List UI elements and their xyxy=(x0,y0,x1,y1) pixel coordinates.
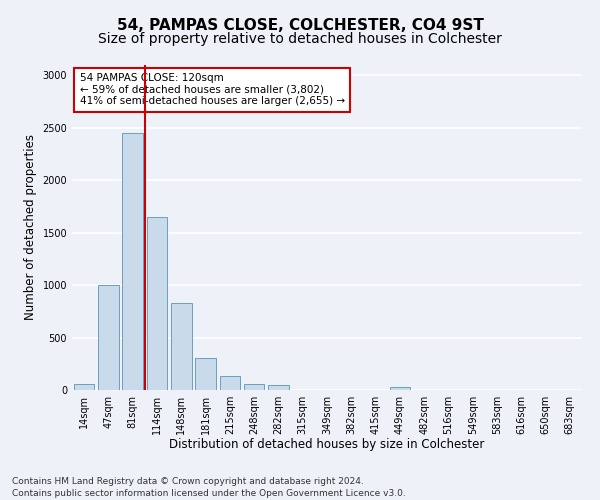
Bar xyxy=(146,217,167,390)
Bar xyxy=(171,303,191,390)
Bar xyxy=(268,386,289,390)
Bar xyxy=(244,384,265,390)
Bar xyxy=(98,285,119,390)
Y-axis label: Number of detached properties: Number of detached properties xyxy=(24,134,37,320)
Text: Size of property relative to detached houses in Colchester: Size of property relative to detached ho… xyxy=(98,32,502,46)
Bar xyxy=(122,133,143,390)
Text: Contains HM Land Registry data © Crown copyright and database right 2024.
Contai: Contains HM Land Registry data © Crown c… xyxy=(12,476,406,498)
Text: 54 PAMPAS CLOSE: 120sqm
← 59% of detached houses are smaller (3,802)
41% of semi: 54 PAMPAS CLOSE: 120sqm ← 59% of detache… xyxy=(80,73,345,106)
Text: 54, PAMPAS CLOSE, COLCHESTER, CO4 9ST: 54, PAMPAS CLOSE, COLCHESTER, CO4 9ST xyxy=(116,18,484,32)
Bar xyxy=(389,387,410,390)
Bar xyxy=(195,358,216,390)
Bar xyxy=(220,376,240,390)
Bar xyxy=(74,384,94,390)
X-axis label: Distribution of detached houses by size in Colchester: Distribution of detached houses by size … xyxy=(169,438,485,452)
